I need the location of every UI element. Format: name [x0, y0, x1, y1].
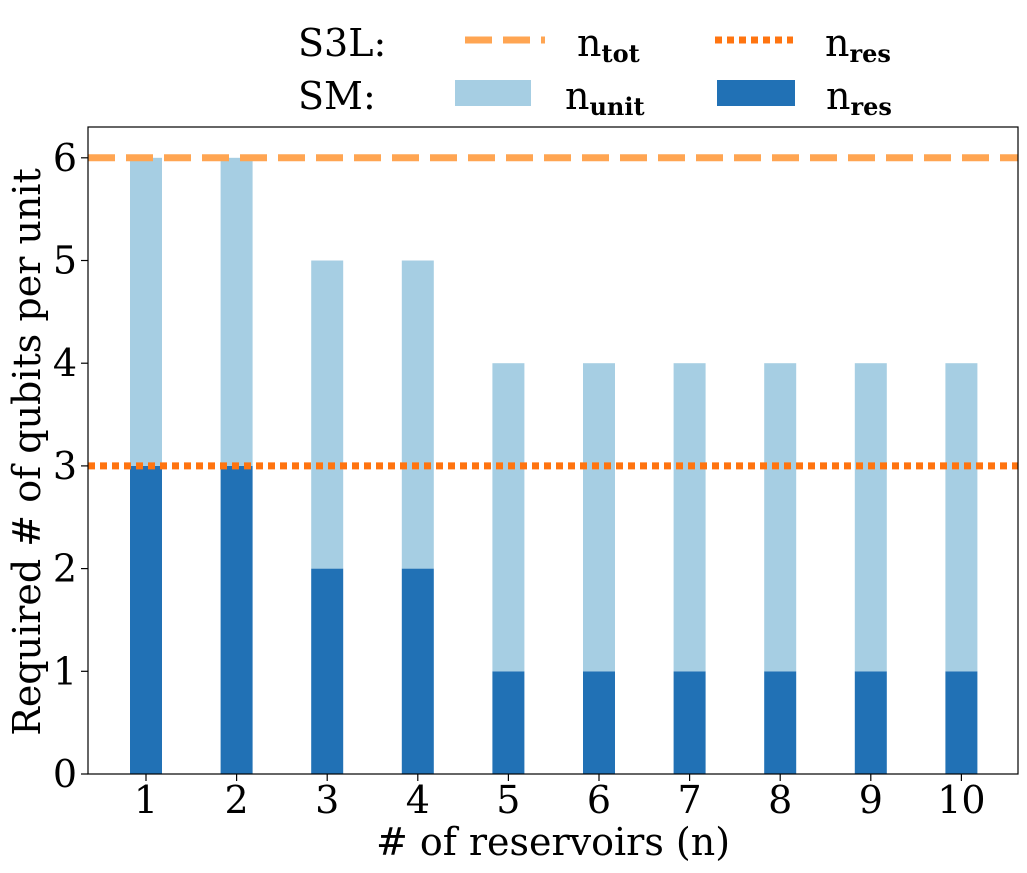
x-tick-label-2: 2 [225, 778, 249, 822]
bar-nunit-5 [492, 363, 525, 672]
legend-s3l-tot-label: ntot [577, 21, 640, 68]
x-tick-label-4: 4 [406, 778, 430, 822]
bar-nunit-4 [401, 260, 434, 569]
bar-nres-8 [764, 671, 797, 774]
x-tick-label-9: 9 [859, 778, 883, 822]
x-tick-label-3: 3 [315, 778, 339, 822]
y-tick-label-5: 5 [53, 239, 77, 283]
bar-nres-9 [854, 671, 887, 774]
bar-nres-2 [220, 465, 253, 774]
legend-group-label-s3l: S3L: [298, 21, 386, 65]
bar-nunit-10 [945, 363, 978, 672]
x-tick-label-1: 1 [134, 778, 158, 822]
y-axis-label: Required # of qubits per unit [5, 168, 49, 736]
y-tick-label-4: 4 [53, 341, 77, 385]
legend-sm-unit-label: nunit [565, 74, 645, 121]
x-tick-label-7: 7 [678, 778, 702, 822]
bars [130, 157, 978, 774]
bar-nunit-6 [583, 363, 615, 672]
x-tick-label-8: 8 [768, 778, 792, 822]
legend-group-label-sm: SM: [298, 74, 376, 118]
x-tick-label-5: 5 [496, 778, 520, 822]
x-axis-ticks: 1 2 3 4 5 6 7 8 9 10 [134, 774, 986, 822]
bar-nunit-9 [854, 363, 887, 672]
bar-nunit-1 [130, 157, 162, 466]
bar-nres-6 [583, 671, 615, 774]
legend-sm-res-label: nres [826, 74, 892, 121]
bar-nres-1 [130, 465, 162, 774]
bar-nunit-2 [220, 157, 253, 466]
y-axis-ticks: 0 1 2 3 4 5 6 [53, 136, 88, 796]
y-tick-label-0: 0 [53, 752, 77, 796]
bar-nunit-8 [764, 363, 797, 672]
x-axis-label: # of reservoirs (n) [376, 820, 730, 864]
legend: S3L: SM: ntot nres nunit nres [298, 21, 892, 121]
plot-frame [87, 126, 1019, 775]
reference-lines [88, 154, 1018, 470]
bar-nres-3 [311, 568, 344, 774]
bar-nres-10 [945, 671, 978, 774]
y-tick-label-3: 3 [53, 444, 77, 488]
bar-nres-7 [673, 671, 706, 774]
y-tick-label-1: 1 [53, 649, 77, 693]
x-tick-label-6: 6 [587, 778, 611, 822]
bar-nunit-3 [311, 260, 344, 569]
y-tick-label-6: 6 [53, 136, 77, 180]
legend-sm-unit-swatch [455, 80, 531, 106]
legend-s3l-res-label: nres [825, 21, 891, 68]
y-tick-label-2: 2 [53, 547, 77, 591]
x-tick-label-10: 10 [937, 778, 985, 822]
bar-nunit-7 [673, 363, 706, 672]
bar-nres-4 [401, 568, 434, 774]
bar-nres-5 [492, 671, 525, 774]
legend-sm-res-swatch [717, 80, 795, 106]
